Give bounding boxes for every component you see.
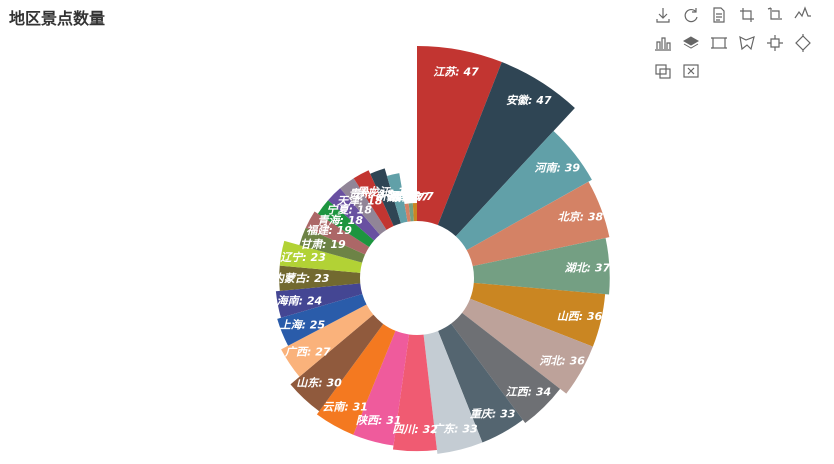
- rose-slice[interactable]: [328, 188, 380, 241]
- rose-slice[interactable]: [281, 304, 374, 377]
- rose-slice[interactable]: [290, 314, 384, 412]
- rose-slice[interactable]: [353, 170, 394, 230]
- zoom-icon[interactable]: [738, 6, 758, 26]
- slice-label: 吉林: 7: [391, 190, 429, 203]
- rose-slice[interactable]: [472, 238, 610, 295]
- rose-slice[interactable]: [423, 330, 483, 454]
- brush-line-x-icon[interactable]: [766, 34, 786, 54]
- rose-slice[interactable]: [299, 227, 366, 263]
- rose-slice[interactable]: [417, 46, 502, 225]
- brush-rect-icon[interactable]: [710, 34, 730, 54]
- slice-label: 广西: 27: [284, 345, 331, 358]
- rose-slice[interactable]: [437, 62, 575, 237]
- slice-label: 陕西: 31: [356, 414, 402, 427]
- zoom-reset-icon[interactable]: [766, 6, 786, 26]
- brush-polygon-icon[interactable]: [738, 34, 758, 54]
- slice-label: 宁夏: 18: [327, 204, 373, 217]
- brush-clear-icon[interactable]: [682, 62, 702, 82]
- slice-label: 河南: 39: [535, 162, 581, 175]
- rose-slice[interactable]: [279, 265, 361, 291]
- slice-label: 青海: 18: [317, 214, 363, 227]
- rose-slice[interactable]: [451, 312, 561, 424]
- line-chart-icon[interactable]: [794, 6, 814, 26]
- slice-label: 重庆: 33: [470, 407, 516, 420]
- rose-slice[interactable]: [279, 240, 363, 273]
- slice-label: 山东: 30: [296, 377, 342, 390]
- data-view-icon[interactable]: [710, 6, 730, 26]
- restore-icon[interactable]: [682, 6, 702, 26]
- slice-label: 上海: 25: [280, 318, 326, 331]
- save-as-image-icon[interactable]: [654, 6, 674, 26]
- slice-label: 新疆: 15: [375, 190, 421, 203]
- slice-label: 广东: 33: [431, 422, 478, 435]
- chart-title: 地区景点数量: [9, 9, 106, 28]
- rose-slice[interactable]: [340, 178, 387, 235]
- rose-slice[interactable]: [462, 298, 593, 394]
- slice-label: 黑龙江: 17: [357, 185, 414, 198]
- brush-line-y-icon[interactable]: [794, 34, 814, 54]
- slice-label: 云南: 31: [322, 400, 368, 413]
- slice-label: 山西: 36: [557, 310, 603, 323]
- slice-label: 湖北: 37: [565, 261, 611, 274]
- rose-slice[interactable]: [438, 323, 523, 443]
- slice-label: 天津: 18: [337, 195, 383, 208]
- bar-chart-icon[interactable]: [654, 34, 674, 54]
- brush-keep-icon[interactable]: [654, 62, 674, 82]
- slice-label: 贵州: 18: [349, 187, 395, 200]
- rose-slice[interactable]: [316, 323, 396, 435]
- rose-slice[interactable]: [412, 203, 417, 222]
- slice-label: 北京: 38: [558, 210, 604, 223]
- slice-label: 湖南: 7: [387, 191, 425, 204]
- rose-slice[interactable]: [386, 173, 408, 224]
- slice-label: 四川: 32: [392, 423, 438, 436]
- slice-label: 甘肃: 19: [300, 238, 346, 251]
- slice-label: 海南: 24: [277, 295, 323, 308]
- slice-label: 西藏: 7: [396, 190, 434, 203]
- slice-label: 福建: 19: [306, 224, 352, 237]
- rose-slice[interactable]: [404, 203, 411, 222]
- rose-slice[interactable]: [470, 282, 606, 347]
- slice-label: 辽宁: 23: [280, 251, 326, 264]
- stack-icon[interactable]: [682, 34, 702, 54]
- rose-slice[interactable]: [317, 200, 375, 247]
- rose-slice[interactable]: [408, 203, 414, 222]
- rose-slice[interactable]: [305, 211, 370, 255]
- rose-slice[interactable]: [353, 330, 410, 446]
- rose-slice[interactable]: [466, 181, 610, 267]
- slice-label: 江西: 34: [506, 385, 552, 398]
- slice-label: 江苏: 47: [433, 66, 479, 79]
- slice-label: 安徽: 47: [506, 94, 552, 107]
- rose-slice[interactable]: [455, 131, 592, 251]
- rose-slice[interactable]: [370, 168, 401, 227]
- slice-label: 河北: 36: [539, 354, 585, 367]
- rose-slice[interactable]: [392, 334, 437, 452]
- rose-slice[interactable]: [275, 283, 363, 318]
- slice-label: 内蒙古: 23: [273, 272, 330, 285]
- rose-slice[interactable]: [277, 294, 367, 346]
